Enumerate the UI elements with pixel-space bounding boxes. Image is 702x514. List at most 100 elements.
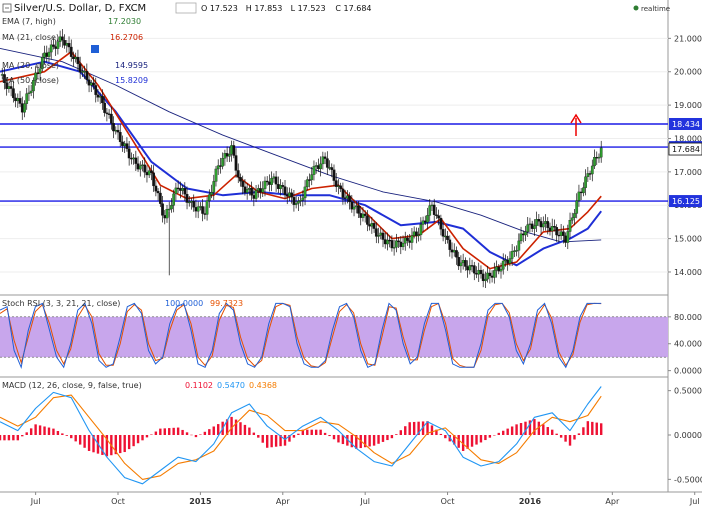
candle-body (270, 178, 274, 185)
stoch-d-value: 99.7323 (210, 299, 243, 308)
candle-body (179, 188, 182, 191)
candle-body (488, 272, 492, 277)
candle-body (174, 187, 178, 195)
ohlc-readout: O 17.523 H 17.853 L 17.523 C 17.684 (201, 4, 372, 13)
horizontal-line-label: 16.125 (672, 197, 700, 206)
candle-body (319, 163, 322, 170)
candle-body (515, 250, 518, 252)
macd-hist-bar (510, 426, 514, 435)
macd-hist-bar (159, 428, 162, 435)
macd-hist-bar (181, 429, 184, 435)
macd-hist-bar (65, 435, 68, 436)
candle-body (69, 46, 73, 57)
candle-body (439, 217, 443, 230)
macd-hist-bar (301, 429, 305, 435)
candle-body (466, 266, 469, 271)
candle-body (566, 231, 570, 243)
horizontal-line-tag (669, 117, 702, 130)
candle-body (94, 85, 98, 95)
macd-hist-bar (506, 428, 509, 435)
candle-body (52, 44, 55, 47)
candle-body (555, 227, 559, 236)
macd-hist-bar (528, 420, 532, 435)
macd-hist-bar (43, 426, 46, 435)
candle-body (72, 56, 75, 60)
candle-body (526, 224, 530, 232)
settings-icon[interactable] (175, 2, 197, 14)
stoch-label: Stoch RSI (3, 3, 21, 21, close) (2, 299, 120, 308)
macd-hist-bar (519, 423, 523, 435)
candle-body (506, 259, 510, 264)
visibility-toggle-icon[interactable] (91, 45, 99, 53)
macd-pane: 0.5000 0.0000 -0.5000 (0, 386, 702, 484)
candle-body (308, 179, 311, 181)
candle-body (56, 41, 60, 49)
candle-body (32, 80, 35, 92)
candle-body (361, 213, 365, 218)
candle-body (112, 123, 115, 132)
macd-hist-bar (119, 435, 122, 454)
macd-hist-bar (502, 430, 505, 435)
candle-body (415, 231, 418, 237)
ma21-label: MA (21, close) (2, 33, 59, 42)
candle-body (161, 203, 164, 216)
candle-body (539, 221, 543, 228)
stoch-k-value: 100.0000 (165, 299, 203, 308)
macd-hist-bar (83, 435, 86, 448)
candle-body (533, 225, 536, 229)
macd-hist-bar (461, 435, 465, 451)
stoch-tick-label: 80.0000 (674, 313, 702, 322)
candle-body (227, 154, 231, 157)
candle-body (332, 169, 336, 181)
candle-body (81, 71, 84, 73)
macd-hist-bar (154, 431, 158, 435)
candle-body (167, 208, 171, 211)
candle-body (459, 262, 463, 267)
candle-body (141, 164, 144, 167)
candle-body (60, 36, 64, 41)
candle-body (410, 235, 414, 243)
candle-body (535, 219, 538, 226)
candle-body (223, 153, 227, 159)
macd-hist-bar (306, 429, 309, 435)
macd-hist-bar (141, 435, 144, 441)
macd-hist-bar (56, 431, 60, 435)
price-tick-label: 17.000 (674, 168, 702, 177)
macd-hist-bar (542, 424, 545, 435)
macd-hist-bar (381, 435, 385, 442)
candle-body (138, 165, 142, 170)
macd-hist-bar (288, 435, 291, 442)
candle-body (435, 214, 438, 216)
candle-body (372, 223, 376, 229)
macd-hist-bar (537, 421, 541, 435)
candle-body (479, 269, 483, 275)
collapse-icon[interactable] (2, 3, 12, 13)
candle-body (145, 172, 149, 176)
macd-hist-bar (123, 435, 126, 453)
macd-hist-bar (7, 435, 11, 441)
candle-body (370, 223, 374, 227)
candle-body (114, 129, 118, 132)
candle-body (34, 72, 37, 81)
macd-hist-bar (185, 432, 189, 435)
macd-hist-bar (252, 432, 256, 435)
macd-hist-bar (92, 435, 95, 453)
candle-body (203, 213, 207, 215)
candle-body (134, 157, 138, 164)
candle-body (406, 237, 409, 241)
candle-body (470, 265, 474, 267)
candle-body (339, 185, 343, 190)
candle-body (92, 82, 95, 86)
candle-body (537, 219, 541, 222)
macd-hist-bar (600, 423, 603, 435)
ma50-value: 15.8209 (115, 76, 148, 85)
candle-body (461, 260, 465, 264)
candle-body (23, 103, 26, 113)
candle-body (548, 227, 552, 232)
macd-hist-bar (341, 435, 345, 445)
macd-hist-bar (47, 427, 51, 435)
candle-body (123, 143, 127, 146)
candle-body (354, 205, 358, 208)
candle-body (121, 141, 124, 146)
candle-body (403, 237, 407, 244)
